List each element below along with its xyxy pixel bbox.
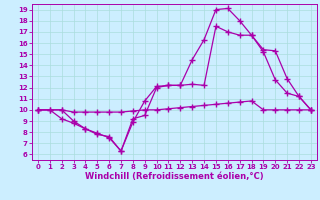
- X-axis label: Windchill (Refroidissement éolien,°C): Windchill (Refroidissement éolien,°C): [85, 172, 264, 181]
